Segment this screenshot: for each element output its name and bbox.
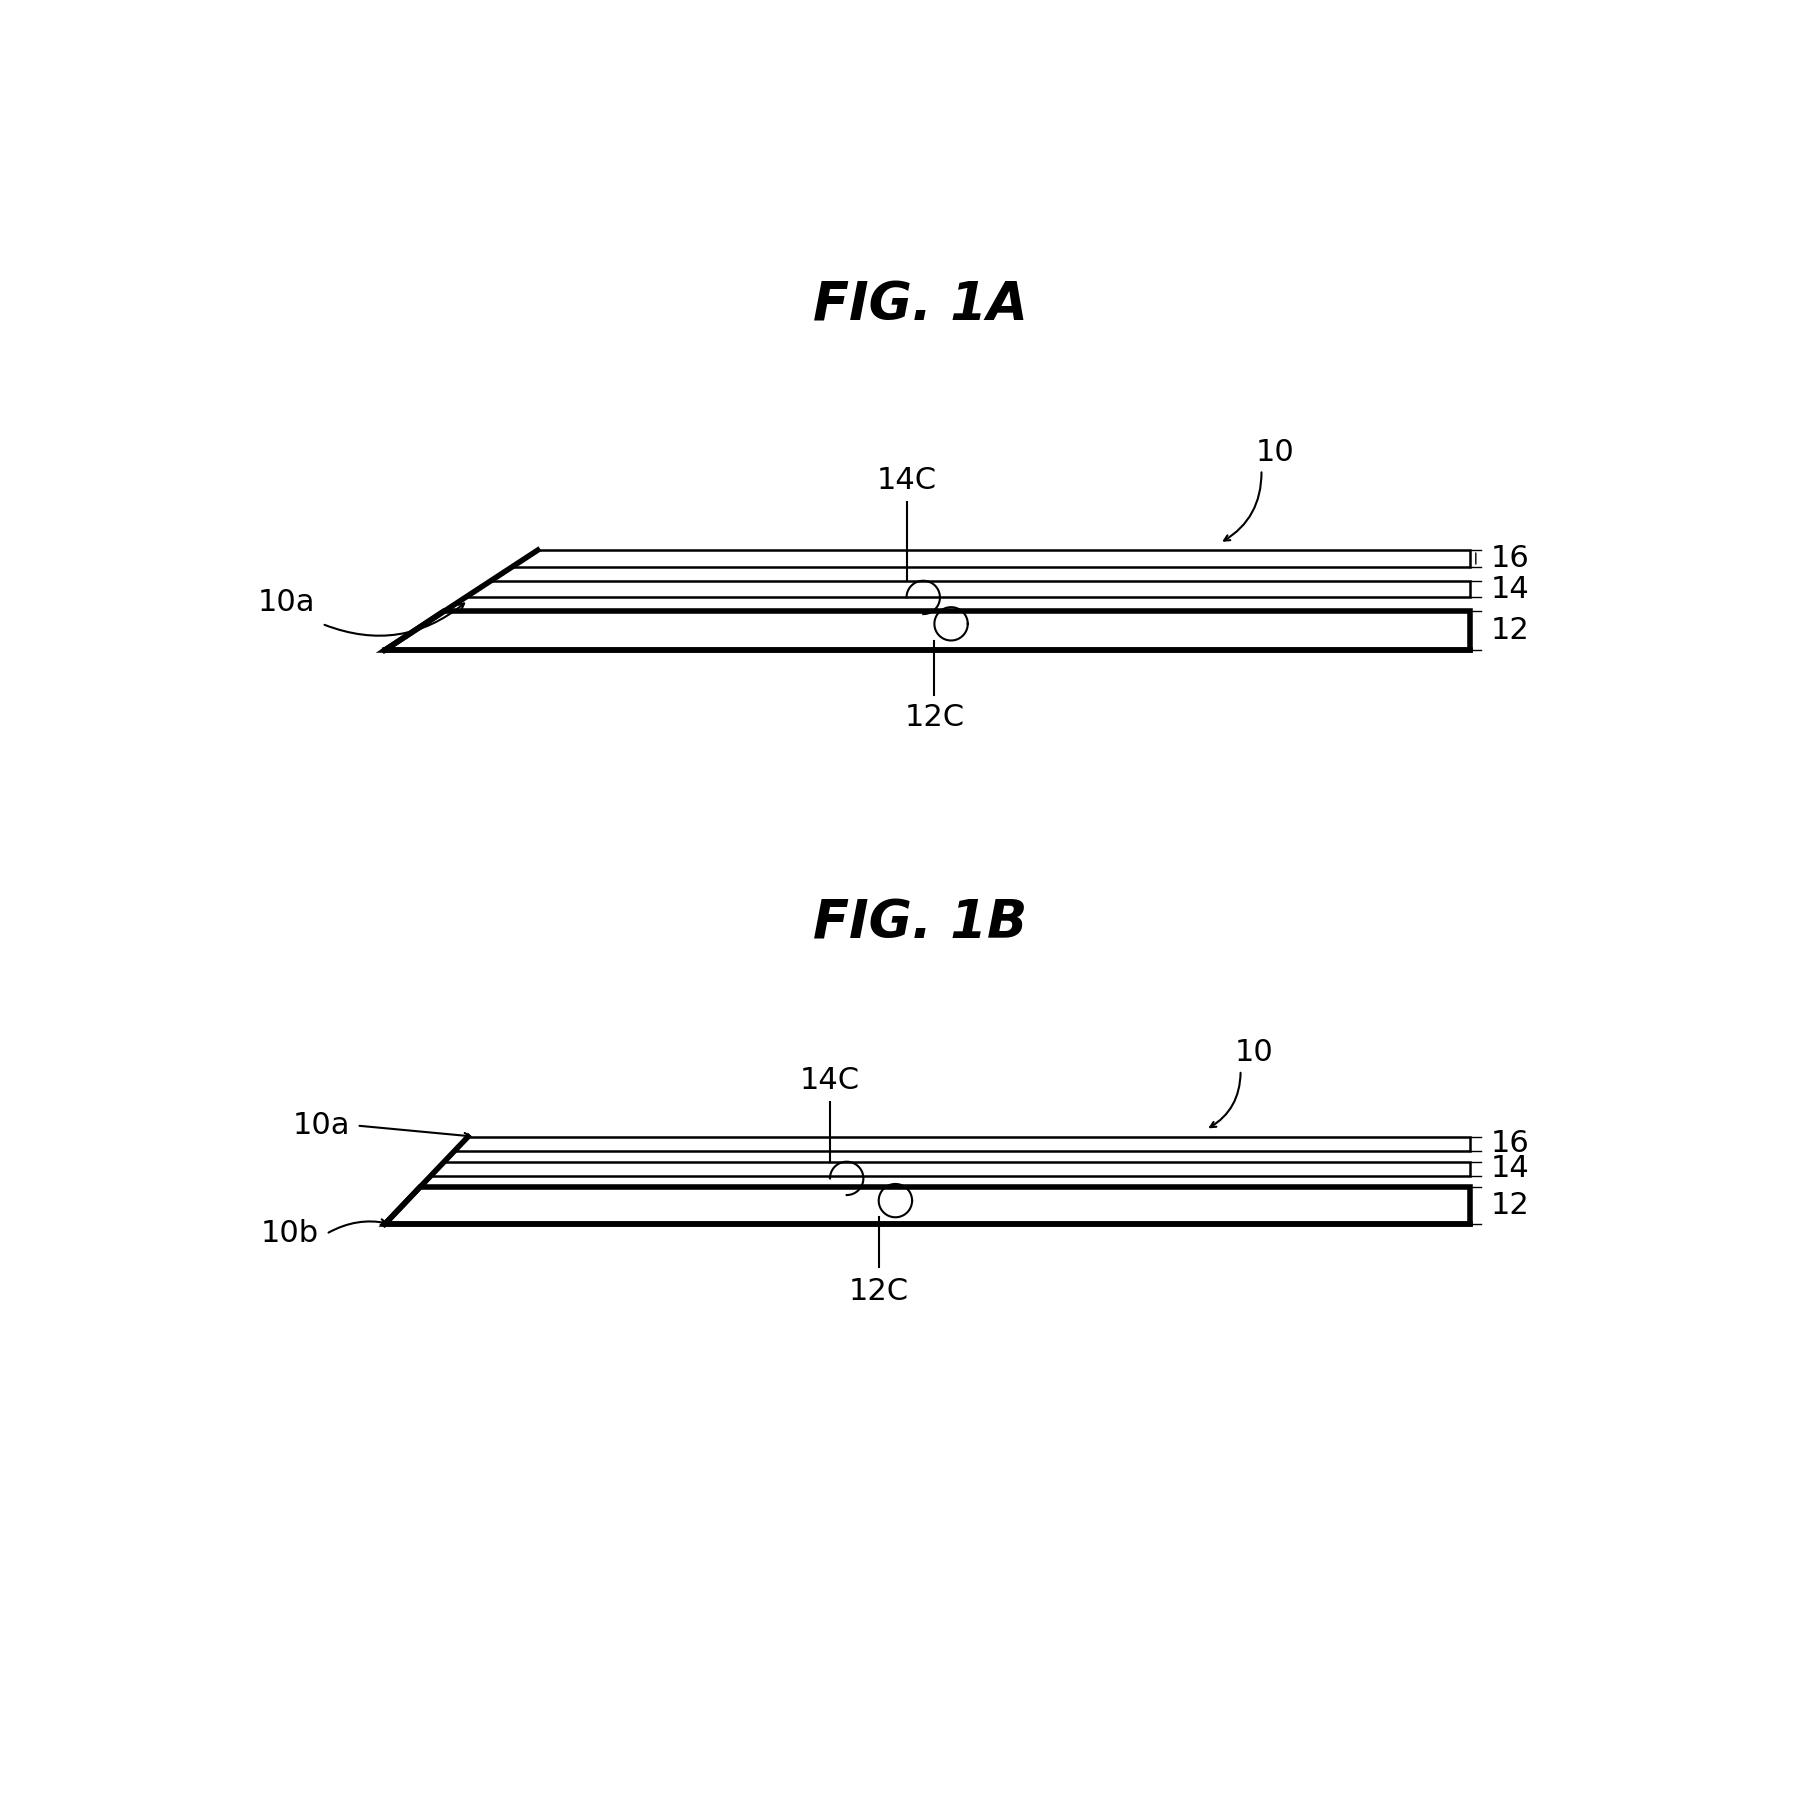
Text: 10: 10 [1255,439,1295,467]
Text: 10a: 10a [293,1112,350,1141]
Text: FIG. 1A: FIG. 1A [814,280,1027,330]
Polygon shape [465,581,1471,597]
Text: 10: 10 [1236,1038,1273,1067]
Polygon shape [384,612,1471,650]
Text: 12C: 12C [905,702,964,733]
Polygon shape [384,1186,1471,1224]
Text: 14C: 14C [876,466,936,495]
Text: 14: 14 [1491,1153,1530,1182]
Text: 14: 14 [1491,574,1530,603]
Text: 10a: 10a [257,588,314,617]
Text: 14C: 14C [799,1067,860,1096]
Text: 10b: 10b [260,1220,320,1249]
Polygon shape [512,551,1471,567]
Text: 16: 16 [1491,1130,1530,1159]
Text: 16: 16 [1491,543,1530,572]
Polygon shape [431,1162,1471,1175]
Text: 12C: 12C [850,1278,909,1307]
Polygon shape [454,1137,1471,1150]
Text: 12: 12 [1491,616,1530,644]
Text: FIG. 1B: FIG. 1B [814,897,1027,949]
Text: 12: 12 [1491,1191,1530,1220]
